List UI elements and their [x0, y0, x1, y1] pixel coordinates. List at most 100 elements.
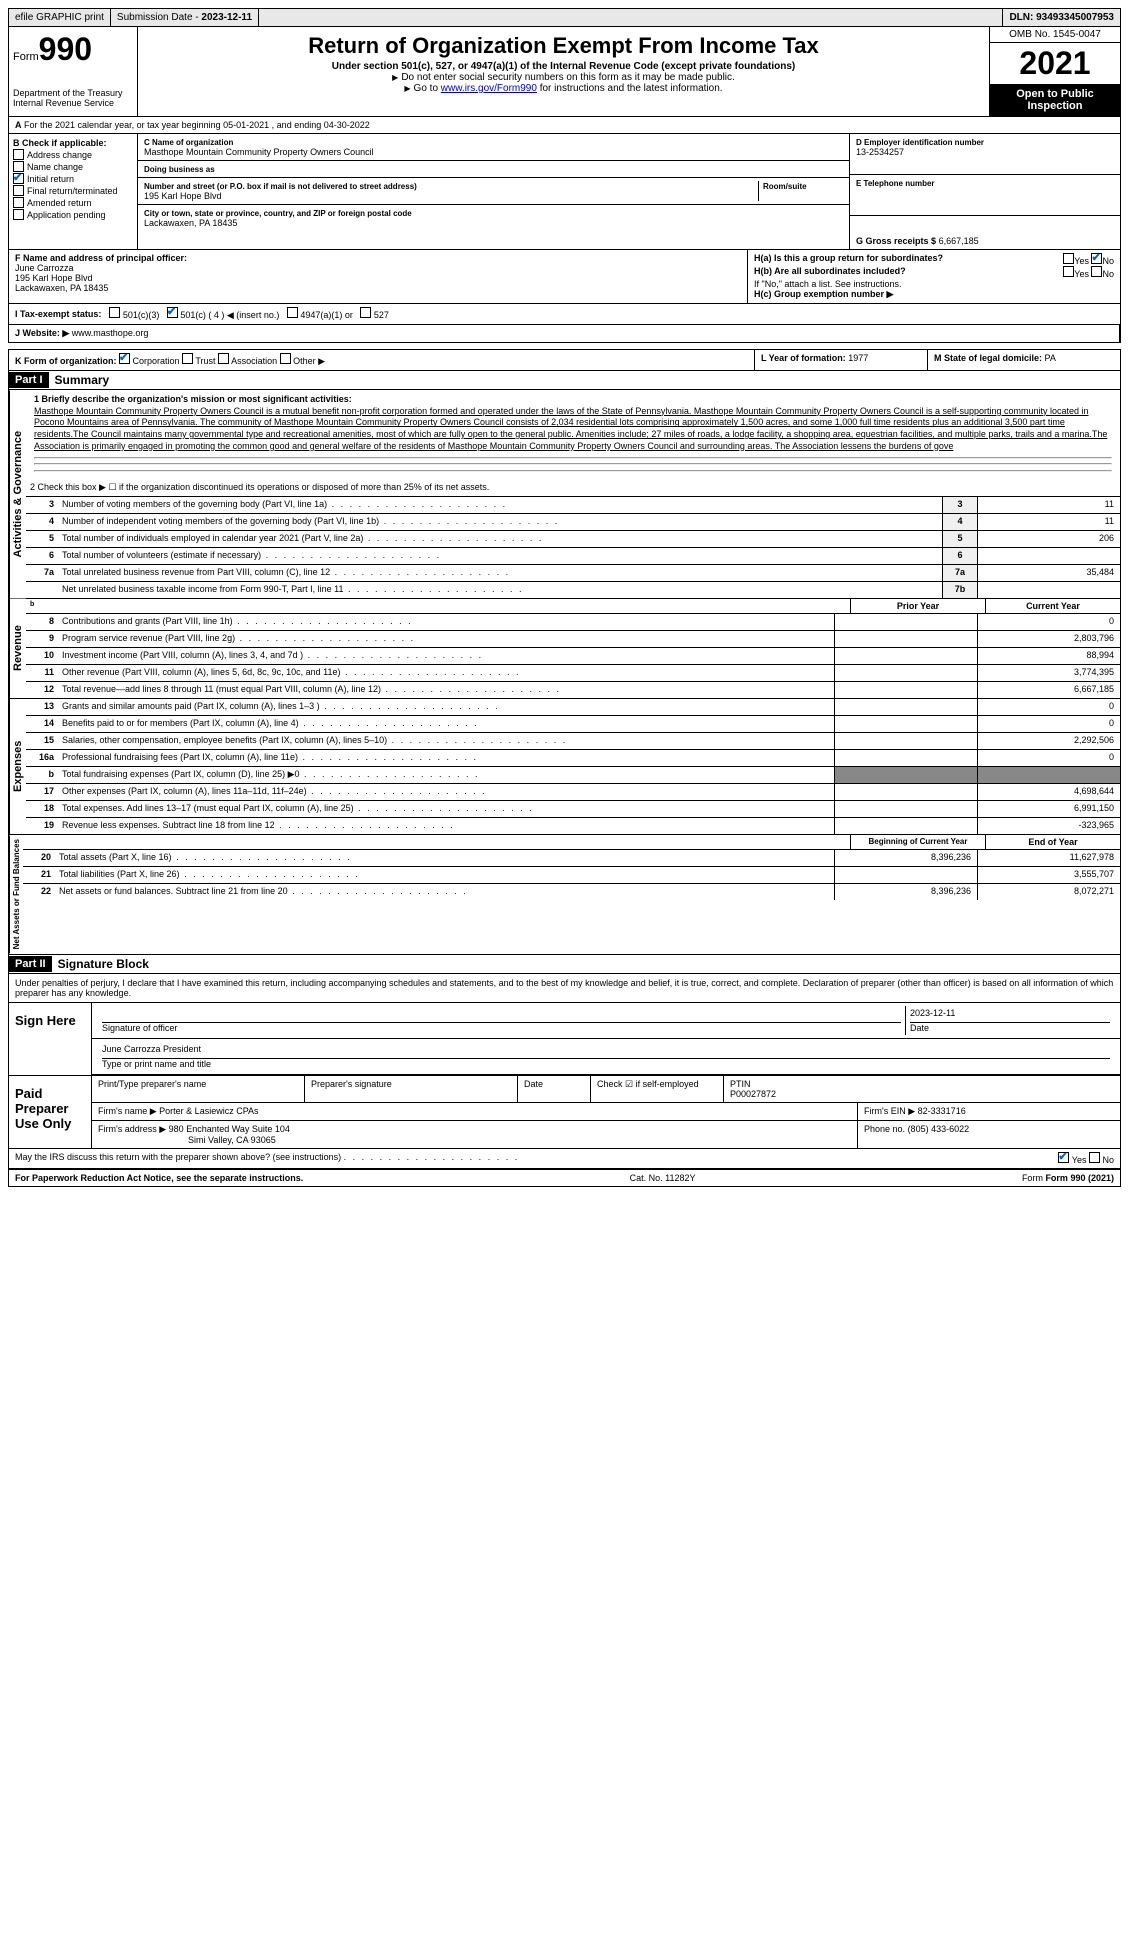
- section-d: D Employer identification number 13-2534…: [850, 134, 1120, 249]
- line-14: 14 Benefits paid to or for members (Part…: [26, 716, 1120, 733]
- top-bar: efile GRAPHIC print Submission Date - 20…: [8, 8, 1121, 27]
- section-c: C Name of organization Masthope Mountain…: [138, 134, 850, 249]
- line-8: 8 Contributions and grants (Part VIII, l…: [26, 614, 1120, 631]
- end-year-header: End of Year: [985, 835, 1120, 849]
- form-org-3[interactable]: [280, 353, 291, 364]
- form-org-1[interactable]: [182, 353, 193, 364]
- firm-name-label: Firm's name ▶: [98, 1106, 157, 1116]
- header-right: OMB No. 1545-0047 2021 Open to Public In…: [989, 27, 1120, 116]
- officer-city: Lackawaxen, PA 18435: [15, 283, 108, 293]
- submission-date: Submission Date - 2023-12-11: [111, 9, 259, 26]
- check-amended-return[interactable]: Amended return: [13, 197, 133, 208]
- org-name: Masthope Mountain Community Property Own…: [144, 147, 374, 157]
- prep-date-label: Date: [518, 1076, 591, 1102]
- sig-date-label: Date: [910, 1023, 929, 1033]
- state-domicile: PA: [1045, 353, 1056, 363]
- sig-date: 2023-12-11: [910, 1008, 1110, 1023]
- line-19: 19 Revenue less expenses. Subtract line …: [26, 818, 1120, 834]
- tax-exempt-label: I Tax-exempt status:: [15, 309, 101, 319]
- prior-year-header: Prior Year: [850, 599, 985, 613]
- check-initial-return[interactable]: Initial return: [13, 173, 133, 184]
- perjury-statement: Under penalties of perjury, I declare th…: [9, 974, 1120, 1003]
- hb-label: H(b) Are all subordinates included?: [754, 266, 906, 276]
- irs-label: Internal Revenue Service: [13, 98, 133, 108]
- signature-block-title: Signature Block: [52, 955, 155, 973]
- check-final-return-terminated[interactable]: Final return/terminated: [13, 185, 133, 196]
- paid-preparer-label: Paid Preparer Use Only: [9, 1076, 92, 1148]
- header-center: Return of Organization Exempt From Incom…: [138, 27, 989, 116]
- section-b: B Check if applicable: Address changeNam…: [9, 134, 138, 249]
- firm-addr-label: Firm's address ▶: [98, 1124, 166, 1134]
- sections-bcd: B Check if applicable: Address changeNam…: [8, 134, 1121, 250]
- goto-note: Go to www.irs.gov/Form990 for instructio…: [142, 83, 985, 94]
- subtitle: Under section 501(c), 527, or 4947(a)(1)…: [142, 61, 985, 72]
- state-domicile-label: M State of legal domicile:: [934, 353, 1042, 363]
- prep-phone-label: Phone no.: [864, 1124, 905, 1134]
- street: 195 Karl Hope Blvd: [144, 191, 222, 201]
- mission-label: 1 Briefly describe the organization's mi…: [34, 394, 352, 404]
- line-13: 13 Grants and similar amounts paid (Part…: [26, 699, 1120, 716]
- line-12: 12 Total revenue—add lines 8 through 11 …: [26, 682, 1120, 698]
- form-990-number: 990: [39, 31, 92, 67]
- efile-label[interactable]: efile GRAPHIC print: [9, 9, 111, 26]
- ha-no-cb[interactable]: [1091, 253, 1102, 264]
- city-label: City or town, state or province, country…: [144, 209, 412, 218]
- net-assets-section: Net Assets or Fund Balances Beginning of…: [8, 835, 1121, 954]
- section-i: I Tax-exempt status: 501(c)(3) 501(c) ( …: [8, 304, 1121, 325]
- tax-status-0[interactable]: [109, 307, 120, 318]
- expenses-section: Expenses 13 Grants and similar amounts p…: [8, 699, 1121, 835]
- year-formation: 1977: [848, 353, 868, 363]
- check-address-change[interactable]: Address change: [13, 149, 133, 160]
- ha-yes-cb[interactable]: [1063, 253, 1074, 264]
- section-h: H(a) Is this a group return for subordin…: [748, 250, 1120, 303]
- ein-label: D Employer identification number: [856, 138, 984, 147]
- website[interactable]: www.masthope.org: [72, 328, 149, 338]
- line2-discontinued: 2 Check this box ▶ ☐ if the organization…: [26, 480, 1120, 496]
- line-7b: Net unrelated business taxable income fr…: [26, 582, 1120, 598]
- hb-no-cb[interactable]: [1091, 266, 1102, 277]
- summary-title: Summary: [49, 371, 116, 389]
- discuss-yes-cb[interactable]: [1058, 1152, 1069, 1163]
- tax-status-3[interactable]: [360, 307, 371, 318]
- hb-yes-cb[interactable]: [1063, 266, 1074, 277]
- firm-ein: 82-3331716: [918, 1106, 966, 1116]
- cat-no: Cat. No. 11282Y: [630, 1173, 696, 1183]
- header-left: Form990 Department of the Treasury Inter…: [9, 27, 138, 116]
- line-18: 18 Total expenses. Add lines 13–17 (must…: [26, 801, 1120, 818]
- section-a: A For the 2021 calendar year, or tax yea…: [8, 117, 1121, 134]
- discuss-question: May the IRS discuss this return with the…: [15, 1152, 341, 1162]
- officer-street: 195 Karl Hope Blvd: [15, 273, 93, 283]
- discuss-no-cb[interactable]: [1089, 1152, 1100, 1163]
- sig-officer-label: Signature of officer: [102, 1023, 177, 1033]
- line-22: 22 Net assets or fund balances. Subtract…: [23, 884, 1120, 900]
- check-application-pending[interactable]: Application pending: [13, 209, 133, 220]
- receipts-label: G Gross receipts $: [856, 236, 936, 246]
- officer-name: June Carrozza: [15, 263, 74, 273]
- type-name-label: Type or print name and title: [102, 1059, 211, 1069]
- dba-label: Doing business as: [144, 165, 215, 174]
- irs-form990-link[interactable]: www.irs.gov/Form990: [441, 83, 537, 94]
- gross-receipts: 6,667,185: [939, 236, 979, 246]
- line-6: 6 Total number of volunteers (estimate i…: [26, 548, 1120, 565]
- tax-status-1[interactable]: [167, 307, 178, 318]
- prep-name-label: Print/Type preparer's name: [92, 1076, 305, 1102]
- line-11: 11 Other revenue (Part VIII, column (A),…: [26, 665, 1120, 682]
- exp-vertical-label: Expenses: [9, 699, 26, 834]
- line-4: 4 Number of independent voting members o…: [26, 514, 1120, 531]
- line-7a: 7a Total unrelated business revenue from…: [26, 565, 1120, 582]
- check-name-change[interactable]: Name change: [13, 161, 133, 172]
- form-org-2[interactable]: [218, 353, 229, 364]
- rev-vertical-label: Revenue: [9, 599, 26, 698]
- street-label: Number and street (or P.O. box if mail i…: [144, 182, 417, 191]
- sections-fh: F Name and address of principal officer:…: [8, 250, 1121, 304]
- form-title: Return of Organization Exempt From Incom…: [142, 33, 985, 59]
- hb-note: If "No," attach a list. See instructions…: [754, 279, 1114, 289]
- sign-here: Sign Here: [9, 1003, 92, 1075]
- self-employed-check: Check ☑ if self-employed: [591, 1076, 724, 1102]
- tax-status-2[interactable]: [287, 307, 298, 318]
- part1-header: Part I Summary: [8, 371, 1121, 390]
- form-footer: Form 990 (2021): [1045, 1173, 1114, 1183]
- form-org-0[interactable]: [119, 353, 130, 364]
- form-header: Form990 Department of the Treasury Inter…: [8, 27, 1121, 117]
- begin-year-header: Beginning of Current Year: [850, 835, 985, 849]
